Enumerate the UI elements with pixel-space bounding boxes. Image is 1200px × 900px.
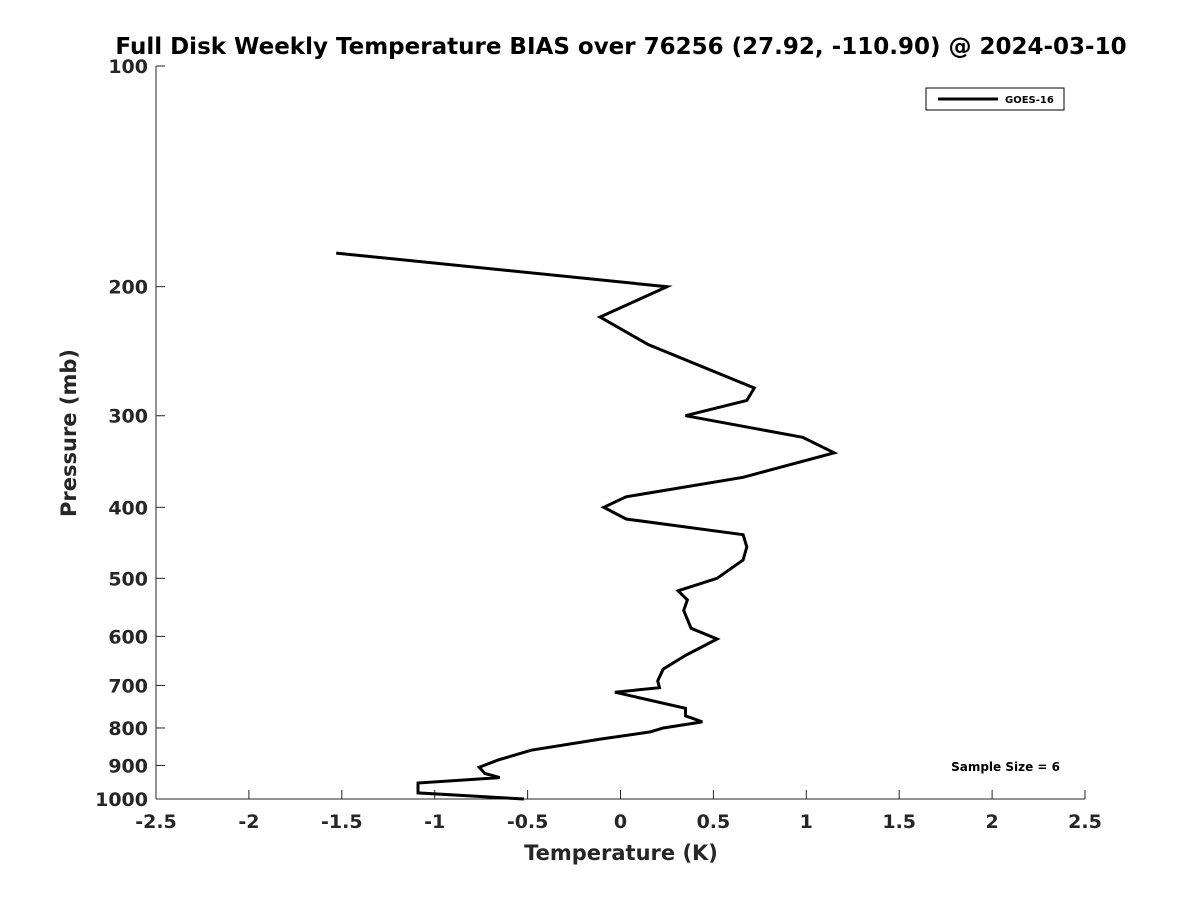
plot-area	[156, 66, 1085, 799]
legend-entry-goes16: GOES-16	[1005, 95, 1054, 106]
y-tick-label: 300	[108, 406, 148, 428]
x-tick-label: 0	[614, 811, 627, 833]
y-tick-label: 900	[108, 755, 148, 777]
y-tick-label: 100	[108, 56, 148, 78]
x-tick-label: 1.5	[882, 811, 916, 833]
x-tick-label: -0.5	[507, 811, 549, 833]
y-tick-label: 600	[108, 626, 148, 648]
x-tick-label: 2	[985, 811, 998, 833]
series-layer	[336, 251, 839, 801]
x-tick-label: -1	[424, 811, 445, 833]
x-tick-label: -2.5	[135, 811, 177, 833]
x-tick-label: -1.5	[321, 811, 363, 833]
x-axis-ticks: -2.5 -2 -1.5 -1 -0.5 0 0.5 1 1.5 2 2.5	[135, 790, 1102, 833]
chart-title: Full Disk Weekly Temperature BIAS over 7…	[115, 34, 1126, 60]
y-tick-label: 500	[108, 568, 148, 590]
y-axis-label: Pressure (mb)	[57, 349, 81, 517]
plot-background	[156, 66, 1085, 799]
x-tick-label: 0.5	[697, 811, 731, 833]
y-tick-label: 400	[108, 497, 148, 519]
x-tick-label: 1	[800, 811, 813, 833]
x-axis-label: Temperature (K)	[524, 841, 718, 865]
x-tick-label: 2.5	[1068, 811, 1102, 833]
y-tick-label: 1000	[95, 789, 148, 811]
y-axis-ticks: 100 200 300 400 500 600 700 800 900 1000	[95, 56, 165, 811]
y-tick-label: 800	[108, 718, 148, 740]
x-tick-label: -2	[238, 811, 259, 833]
sample-size-annotation: Sample Size = 6	[951, 760, 1060, 774]
y-tick-label: 200	[108, 277, 148, 299]
series-line-goes16	[336, 251, 839, 801]
y-tick-label: 700	[108, 675, 148, 697]
legend: GOES-16	[925, 87, 1065, 111]
